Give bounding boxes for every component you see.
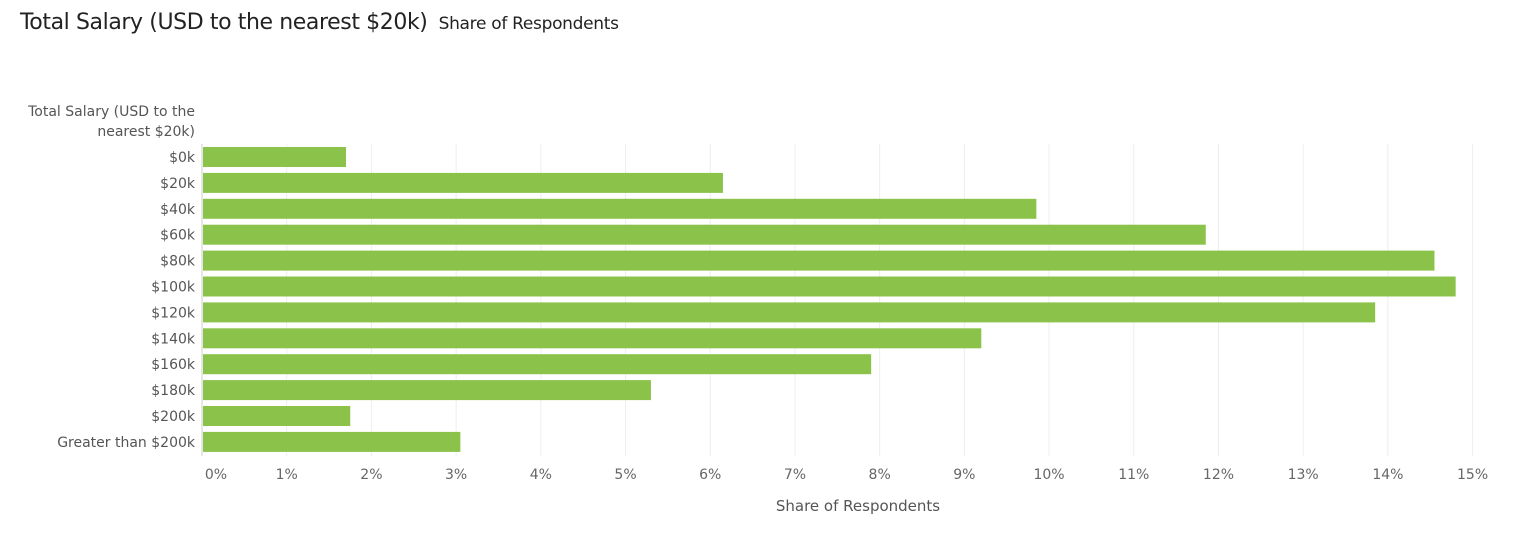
x-tick-label: 13% <box>1288 467 1319 483</box>
bar <box>203 172 723 193</box>
x-tick-labels: 0% 1% 2% 3% 4% 5% 6% 7% 8% 9% 10% 11% 12% 13% 14% 15% <box>205 467 1488 483</box>
category-label: $120k <box>151 305 196 321</box>
category-label: Greater than $200k <box>57 435 196 451</box>
bars <box>203 147 1456 452</box>
y-axis-title: Total Salary (USD to the nearest $20k) <box>27 104 195 140</box>
x-tick-label: 12% <box>1203 467 1234 483</box>
category-label: $100k <box>151 280 196 296</box>
x-tick-label: 0% <box>205 467 227 483</box>
category-label: $180k <box>151 383 196 399</box>
x-tick-label: 5% <box>614 467 636 483</box>
category-label: $160k <box>151 357 196 373</box>
x-tick-label: 6% <box>699 467 721 483</box>
bar <box>203 380 651 401</box>
x-axis-title: Share of Respondents <box>776 497 940 515</box>
bar <box>203 431 461 452</box>
category-label: $140k <box>151 331 196 347</box>
x-tick-label: 7% <box>784 467 806 483</box>
bar <box>203 198 1037 219</box>
bar <box>203 224 1206 245</box>
chart-subtitle: Share of Respondents <box>438 14 619 34</box>
y-axis-title-line-1: Total Salary (USD to the <box>27 104 195 120</box>
category-label: $60k <box>160 228 196 244</box>
x-tick-label: 2% <box>360 467 382 483</box>
x-tick-label: 10% <box>1033 467 1064 483</box>
bar <box>203 354 872 375</box>
bar <box>203 328 982 349</box>
x-tick-label: 11% <box>1118 467 1149 483</box>
bar <box>203 276 1456 297</box>
bar <box>203 147 346 167</box>
bar <box>203 406 351 426</box>
bar <box>203 302 1376 323</box>
category-label: $80k <box>160 254 196 270</box>
category-label: $0k <box>169 150 196 166</box>
x-tick-label: 4% <box>530 467 552 483</box>
x-tick-label: 3% <box>445 467 467 483</box>
grid-lines <box>286 144 1474 456</box>
x-tick-label: 8% <box>869 467 891 483</box>
x-tick-label: 1% <box>276 467 298 483</box>
category-label: $40k <box>160 202 196 218</box>
chart-title: Total Salary (USD to the nearest $20k) <box>20 10 428 35</box>
y-axis-title-line-2: nearest $20k) <box>97 124 195 140</box>
category-labels: $0k $20k $40k $60k $80k $100k $120k $140k $160k $… <box>57 150 196 451</box>
bar <box>203 250 1435 271</box>
category-label: $20k <box>160 176 196 192</box>
x-tick-label: 9% <box>953 467 975 483</box>
category-label: $200k <box>151 409 196 425</box>
x-tick-label: 14% <box>1372 467 1403 483</box>
x-tick-label: 15% <box>1457 467 1488 483</box>
chart-header: Total Salary (USD to the nearest $20k) S… <box>20 10 619 35</box>
